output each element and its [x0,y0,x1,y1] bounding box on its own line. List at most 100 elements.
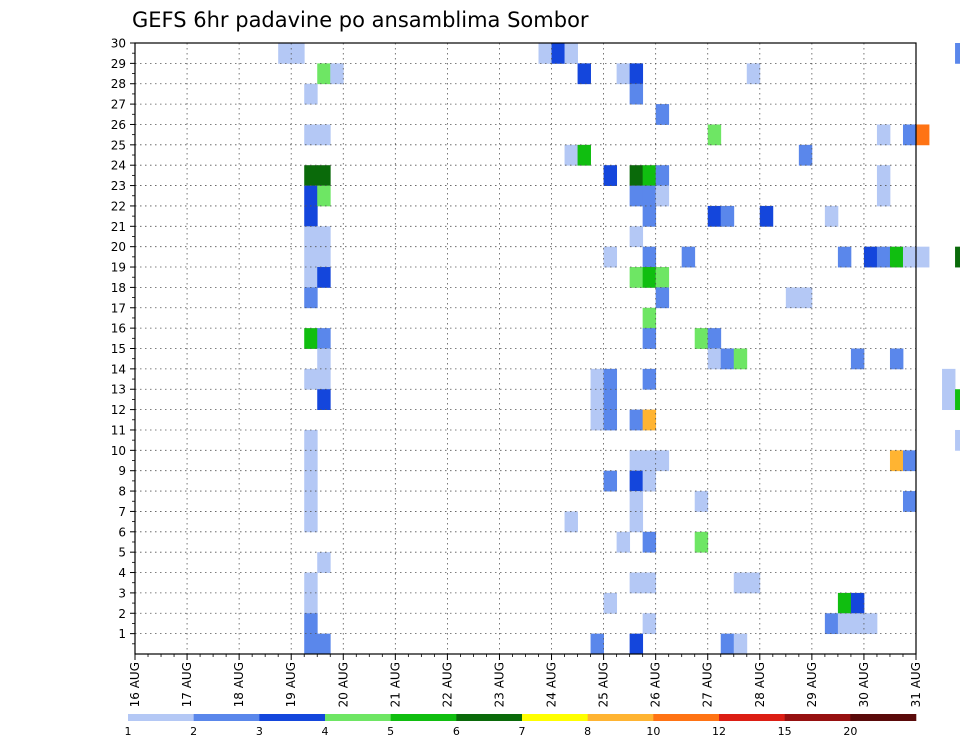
precip-cell [824,205,839,227]
precip-cell [655,267,670,288]
precip-cell [720,205,735,227]
precip-cell [330,63,344,85]
y-tick-label: 27 [111,98,126,112]
precip-cell [590,368,604,390]
precip-cell [955,246,960,268]
y-tick-label: 14 [111,362,126,376]
precip-cell [304,633,318,655]
precip-cell [629,572,644,594]
precip-cell [837,592,852,614]
precip-cell [707,328,722,349]
precip-cell [629,165,644,186]
x-tick-label: 28 AUG [753,662,767,707]
y-tick-label: 28 [111,77,126,91]
x-tick-label: 24 AUG [545,662,559,707]
y-tick-label: 6 [118,525,126,539]
precip-cell [916,124,930,146]
precip-cell [590,633,604,655]
precip-cell [577,63,591,85]
colorbar-label: 20 [843,725,857,738]
precip-cell [694,328,709,349]
precip-cell [629,491,644,512]
precip-cell [629,226,644,248]
precip-cell [603,165,618,186]
precip-cell [603,389,618,410]
colorbar-label: 6 [453,725,460,738]
precip-cell [681,246,696,268]
precip-cell [733,633,748,655]
y-tick-label: 23 [111,179,126,193]
y-tick-label: 26 [111,118,126,132]
y-tick-label: 7 [118,505,126,519]
precip-cell [655,185,670,207]
precip-cell [642,470,657,492]
x-tick-label: 18 AUG [232,662,246,707]
y-tick-label: 10 [111,444,126,458]
precip-cell [304,267,318,288]
precip-cell [720,633,735,655]
precip-cell [304,226,318,248]
colorbar-label: 4 [322,725,329,738]
grid-lines [135,43,916,654]
precip-cell [955,43,960,64]
precip-cell [916,246,930,268]
x-tick-label: 22 AUG [440,662,454,707]
x-tick-label: 17 AUG [180,662,194,707]
precip-cell [694,531,709,553]
precip-cell [304,328,318,349]
precip-cell [564,511,578,533]
colorbar-label: 12 [712,725,726,738]
precip-cell [564,43,578,64]
precip-cell [317,165,331,186]
precip-cell [655,287,670,309]
precip-cell [304,572,318,594]
colorbar-swatch [390,714,457,721]
precip-cell [642,165,657,186]
precip-cell [304,470,318,492]
x-tick-label: 23 AUG [492,662,506,707]
precip-cell [746,572,761,594]
precip-cell [629,511,644,533]
precip-cell [629,470,644,492]
y-tick-label: 24 [111,159,126,173]
precip-cell [317,368,331,390]
precip-cell [317,185,331,207]
precip-cell [798,287,813,309]
y-tick-label: 20 [111,240,126,254]
precip-cell [291,43,305,64]
y-tick-label: 19 [111,261,126,275]
precip-cell [655,104,670,125]
x-axis: 16 AUG 17 AUG 18 AUG 19 AUG 20 AUG 21 AUG 22 A… [128,654,923,707]
colorbar-label: 15 [778,725,792,738]
precip-cell [590,409,604,431]
x-tick-label: 31 AUG [909,662,923,707]
precip-cell [759,205,774,227]
precip-cell [629,633,644,655]
colorbar-swatch [456,714,523,721]
precip-cell [655,450,670,472]
precip-cell [304,429,318,451]
y-tick-label: 4 [118,566,126,580]
precip-cell [642,307,657,329]
x-tick-label: 20 AUG [336,662,350,707]
precip-cell [850,592,865,614]
precip-cell [304,205,318,227]
colorbar-label: 10 [646,725,660,738]
precip-cell [863,613,878,635]
precip-cell [629,409,644,431]
precip-cell [733,572,748,594]
precip-cell [603,368,618,390]
y-tick-label: 25 [111,138,126,152]
precip-cell [304,185,318,207]
precip-cell [942,368,956,390]
precip-cell [629,185,644,207]
colorbar-label: 1 [125,725,132,738]
x-tick-label: 29 AUG [805,662,819,707]
precip-cell [694,491,709,512]
y-tick-label: 12 [111,403,126,417]
precip-cell [317,246,331,268]
y-tick-label: 16 [111,322,126,336]
precip-cell [304,124,318,146]
precip-cell [876,165,891,186]
precip-cell [902,124,917,146]
